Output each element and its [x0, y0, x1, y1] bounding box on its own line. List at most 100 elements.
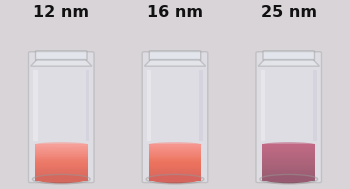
Bar	[148, 158, 202, 159]
Bar	[262, 168, 315, 170]
Bar	[35, 155, 88, 156]
Ellipse shape	[262, 174, 315, 183]
Bar	[148, 166, 202, 168]
Bar	[35, 161, 88, 162]
Bar	[148, 151, 202, 153]
Bar	[262, 174, 315, 175]
Bar	[262, 171, 315, 172]
Bar	[147, 70, 151, 141]
Bar	[35, 160, 88, 161]
Bar	[262, 159, 315, 160]
Bar	[262, 151, 315, 153]
Bar	[35, 147, 88, 148]
Bar	[262, 176, 315, 178]
Bar	[262, 145, 315, 146]
Bar	[35, 149, 88, 151]
Bar	[148, 149, 202, 151]
Bar	[262, 172, 315, 173]
Bar	[262, 167, 315, 169]
Bar	[262, 158, 315, 159]
Polygon shape	[31, 60, 92, 66]
Bar	[148, 164, 202, 166]
Bar	[262, 154, 315, 156]
Bar	[148, 159, 202, 160]
Bar	[33, 70, 38, 141]
Bar	[262, 148, 315, 149]
Bar	[148, 174, 202, 175]
FancyBboxPatch shape	[149, 51, 201, 60]
Bar	[262, 150, 315, 152]
Polygon shape	[144, 60, 206, 66]
Bar	[148, 177, 202, 179]
Bar	[35, 154, 88, 156]
Bar	[262, 152, 315, 154]
Bar	[199, 70, 203, 141]
Bar	[35, 158, 88, 159]
Bar	[262, 163, 315, 165]
Bar	[35, 166, 88, 168]
Bar	[148, 169, 202, 170]
Bar	[35, 157, 88, 158]
Text: 12 nm: 12 nm	[33, 5, 89, 20]
Bar	[262, 149, 315, 150]
Bar	[262, 169, 315, 170]
Ellipse shape	[35, 142, 88, 147]
Bar	[148, 168, 202, 170]
Bar	[262, 164, 315, 166]
Bar	[262, 178, 315, 180]
Bar	[35, 167, 88, 169]
Bar	[85, 70, 89, 141]
Bar	[35, 159, 88, 160]
Bar	[262, 174, 315, 176]
Bar	[262, 177, 315, 179]
Bar	[148, 165, 202, 167]
Bar	[262, 170, 315, 171]
Bar	[262, 162, 315, 163]
FancyBboxPatch shape	[263, 51, 314, 60]
Bar	[148, 160, 202, 161]
Bar	[262, 155, 315, 156]
Bar	[35, 153, 88, 155]
Bar	[35, 164, 88, 166]
Bar	[148, 148, 202, 149]
Bar	[262, 161, 315, 162]
Bar	[262, 175, 315, 177]
Bar	[262, 153, 315, 155]
Text: 16 nm: 16 nm	[147, 5, 203, 20]
Bar	[262, 165, 315, 167]
Bar	[35, 179, 88, 180]
FancyBboxPatch shape	[36, 51, 87, 60]
Ellipse shape	[35, 174, 88, 183]
Bar	[35, 173, 88, 174]
Bar	[148, 167, 202, 169]
Ellipse shape	[148, 174, 202, 183]
Bar	[35, 176, 88, 178]
Bar	[262, 180, 315, 181]
Ellipse shape	[148, 142, 202, 147]
Bar	[262, 149, 315, 151]
Bar	[148, 153, 202, 155]
Bar	[148, 147, 202, 148]
Bar	[35, 144, 88, 146]
Bar	[262, 166, 315, 168]
Bar	[148, 157, 202, 158]
Bar	[262, 157, 315, 158]
Bar	[148, 175, 202, 177]
Bar	[35, 177, 88, 179]
FancyBboxPatch shape	[28, 52, 94, 183]
Bar	[35, 145, 88, 146]
Bar	[148, 161, 202, 162]
Bar	[148, 163, 202, 165]
Bar	[148, 156, 202, 157]
Bar	[35, 165, 88, 167]
Bar	[148, 162, 202, 163]
Bar	[262, 160, 315, 161]
Bar	[148, 154, 202, 156]
Bar	[35, 174, 88, 175]
Bar	[148, 146, 202, 147]
Bar	[35, 180, 88, 181]
Bar	[148, 144, 202, 146]
Bar	[262, 179, 315, 180]
Bar	[35, 148, 88, 149]
Bar	[35, 172, 88, 173]
